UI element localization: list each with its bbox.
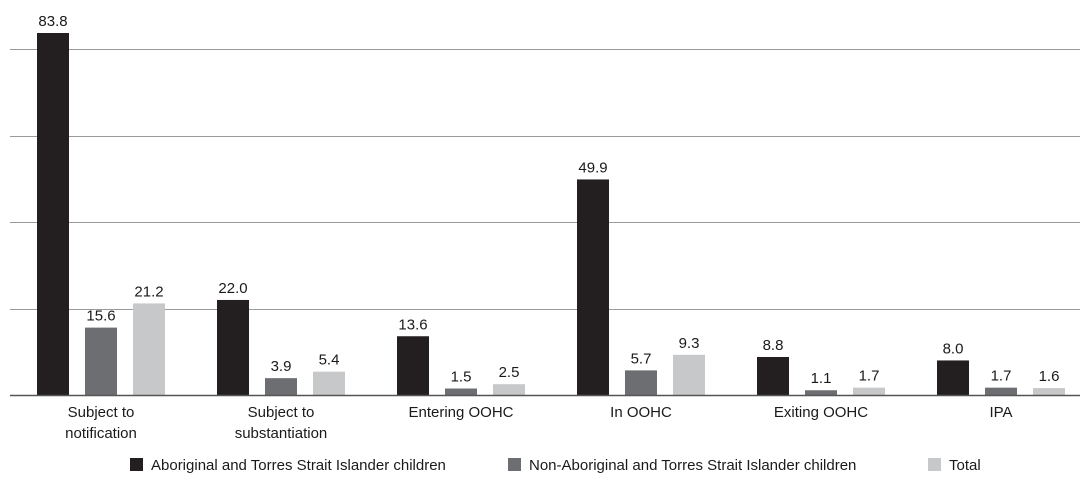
bar-series1-cat2 <box>445 388 477 395</box>
bar-series0-cat1 <box>217 299 249 395</box>
value-label-series1-cat1: 3.9 <box>271 358 292 375</box>
category-label-1-line0: Subject to <box>248 404 315 421</box>
value-label-series2-cat2: 2.5 <box>499 364 520 381</box>
value-label-series1-cat4: 1.1 <box>811 370 832 387</box>
value-label-series2-cat5: 1.6 <box>1039 368 1060 385</box>
legend-swatch-0 <box>130 458 143 471</box>
value-label-series1-cat2: 1.5 <box>451 369 472 386</box>
bar-series0-cat3 <box>577 179 609 395</box>
legend-label-2: Total <box>949 457 981 474</box>
value-label-series1-cat3: 5.7 <box>631 350 652 367</box>
category-label-0-line0: Subject to <box>68 404 135 421</box>
bar-series1-cat0 <box>85 327 117 395</box>
value-labels: 83.8 15.6 21.2 22.0 3.9 5.4 13.6 1.5 2.5 49.9 5.7 9… <box>38 13 1059 387</box>
legend: Aboriginal and Torres Strait Islander ch… <box>130 457 981 474</box>
legend-label-1: Non-Aboriginal and Torres Strait Islande… <box>529 457 856 474</box>
value-label-series0-cat0: 83.8 <box>38 13 67 30</box>
bar-series2-cat5 <box>1033 388 1065 395</box>
bar-series0-cat2 <box>397 336 429 395</box>
gridlines <box>10 49 1080 310</box>
category-label-1-line1: substantiation <box>235 425 328 442</box>
value-label-series0-cat5: 8.0 <box>943 340 964 357</box>
value-label-series0-cat4: 8.8 <box>763 337 784 354</box>
value-label-series0-cat3: 49.9 <box>578 159 607 176</box>
value-label-series0-cat2: 13.6 <box>398 316 427 333</box>
bar-series0-cat5 <box>937 360 969 395</box>
category-labels: Subject to notification Subject to substant… <box>65 404 1012 442</box>
value-label-series1-cat0: 15.6 <box>86 308 115 325</box>
legend-swatch-1 <box>508 458 521 471</box>
category-label-2-line0: Entering OOHC <box>408 404 513 421</box>
bar-series2-cat2 <box>493 384 525 395</box>
bar-series1-cat1 <box>265 378 297 395</box>
category-label-5-line0: IPA <box>989 404 1012 421</box>
value-label-series2-cat0: 21.2 <box>134 283 163 300</box>
value-label-series2-cat1: 5.4 <box>319 352 340 369</box>
category-label-0-line1: notification <box>65 425 137 442</box>
category-label-4-line0: Exiting OOHC <box>774 404 868 421</box>
bar-series2-cat3 <box>673 354 705 395</box>
bar-series0-cat4 <box>757 356 789 395</box>
bar-series2-cat0 <box>133 303 165 395</box>
bar-series2-cat1 <box>313 371 345 395</box>
value-label-series1-cat5: 1.7 <box>991 368 1012 385</box>
bar-series1-cat5 <box>985 387 1017 395</box>
bar-series0-cat0 <box>37 33 69 395</box>
category-label-3-line0: In OOHC <box>610 404 672 421</box>
bar-series1-cat4 <box>805 390 837 395</box>
value-label-series0-cat1: 22.0 <box>218 280 247 297</box>
bar-series2-cat4 <box>853 387 885 395</box>
value-label-series2-cat3: 9.3 <box>679 335 700 352</box>
legend-swatch-2 <box>928 458 941 471</box>
value-label-series2-cat4: 1.7 <box>859 368 880 385</box>
bar-series1-cat3 <box>625 370 657 395</box>
legend-label-0: Aboriginal and Torres Strait Islander ch… <box>151 457 446 474</box>
bars <box>37 33 1065 395</box>
